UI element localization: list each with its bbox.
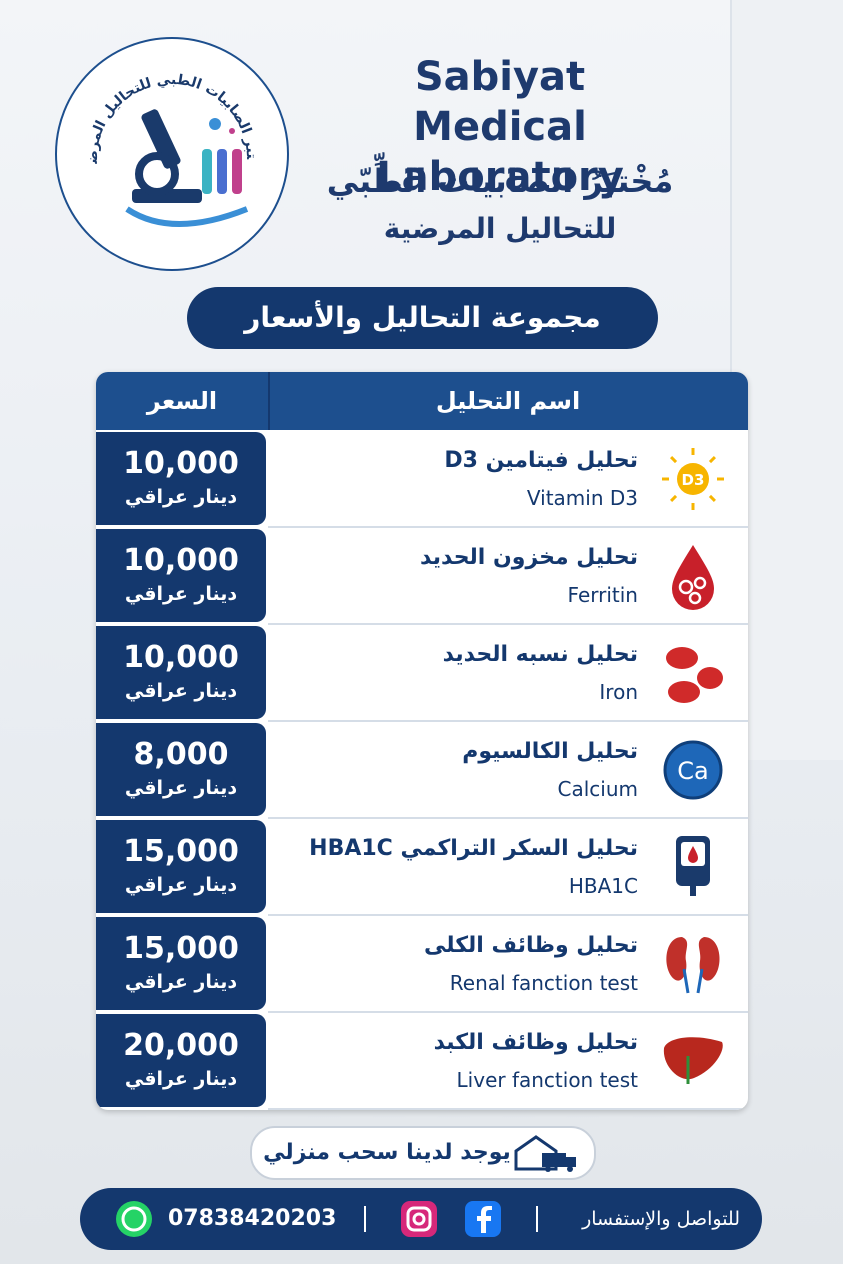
home-service-pill: يوجد لدينا سحب منزلي bbox=[250, 1126, 596, 1180]
test-icon bbox=[666, 937, 720, 994]
price: 8,000 bbox=[133, 737, 229, 772]
currency: دينار عراقي bbox=[124, 486, 238, 508]
price-cell bbox=[96, 820, 266, 913]
currency: دينار عراقي bbox=[124, 583, 238, 605]
test-name-en: HBA1C bbox=[568, 874, 638, 898]
currency: دينار عراقي bbox=[124, 1068, 238, 1090]
title-ar: مُخْتبَرُ الصابيات الطِّبّي bbox=[326, 162, 674, 200]
price: 10,000 bbox=[123, 446, 239, 481]
contact-label: للتواصل والإستفسار bbox=[582, 1208, 740, 1230]
test-name-en: Liver fanction test bbox=[456, 1068, 638, 1092]
header-row bbox=[96, 372, 748, 430]
price: 10,000 bbox=[123, 640, 239, 675]
phone: 07838420203 bbox=[168, 1206, 337, 1231]
price-cell bbox=[96, 529, 266, 622]
instagram-icon bbox=[401, 1201, 437, 1237]
test-name-en: Renal fanction test bbox=[449, 971, 638, 995]
price-cell bbox=[96, 626, 266, 719]
home-service: يوجد لدينا سحب منزلي bbox=[263, 1140, 511, 1165]
price-cell bbox=[96, 1014, 266, 1107]
test-icon: Ca bbox=[663, 740, 723, 800]
test-name-ar: تحليل مخزون الحديد bbox=[420, 545, 638, 570]
footer-bar: 07838420203 للتواصل والإستفسار bbox=[80, 1188, 762, 1250]
row-line bbox=[268, 720, 748, 722]
test-name-ar: تحليل فيتامين D3 bbox=[444, 448, 638, 473]
header-cell: اسم التحليل bbox=[435, 387, 581, 415]
test-name-en: Calcium bbox=[557, 777, 639, 801]
test-icon: D3 bbox=[662, 448, 724, 510]
icon-label: Ca bbox=[677, 757, 708, 785]
currency: دينار عراقي bbox=[124, 777, 238, 799]
logo: مختبر الصابيات الطبي للتحاليل المرضية bbox=[51, 27, 289, 271]
subtitle-ar: للتحاليل المرضية bbox=[383, 212, 617, 245]
price: 15,000 bbox=[123, 931, 239, 966]
price-cell bbox=[96, 432, 266, 525]
price-cell bbox=[96, 723, 266, 816]
test-name-en: Iron bbox=[599, 680, 638, 704]
test-name-ar: تحليل السكر التراكمي HBA1C bbox=[309, 836, 638, 861]
price-table: السعر اسم التحليل 10,000 دينار عراقي تحليل… bbox=[96, 372, 748, 1110]
icon-label: D3 bbox=[682, 471, 705, 489]
section-title: مجموعة التحاليل والأسعار bbox=[187, 287, 658, 349]
test-name-ar: تحليل الكالسيوم bbox=[462, 739, 638, 764]
title-en: Sabiyat Medical Laboratory bbox=[376, 54, 624, 200]
test-name-ar: تحليل نسبه الحديد bbox=[442, 642, 638, 667]
currency: دينار عراقي bbox=[124, 874, 238, 896]
house-truck-icon bbox=[514, 1135, 576, 1172]
test-icon bbox=[663, 1037, 723, 1084]
header-cell: السعر bbox=[96, 372, 270, 430]
test-icon bbox=[666, 647, 723, 703]
price: 10,000 bbox=[123, 543, 239, 578]
test-icon bbox=[672, 545, 714, 610]
row-line bbox=[268, 914, 748, 916]
row-line bbox=[268, 1011, 748, 1013]
test-name-ar: تحليل وظائف الكلى bbox=[424, 933, 638, 958]
test-name-en: Vitamin D3 bbox=[526, 486, 638, 510]
divider bbox=[536, 1206, 538, 1232]
facebook-icon bbox=[465, 1201, 501, 1237]
row-line bbox=[268, 526, 748, 528]
logo-art: مختبر الصابيات الطبي للتحاليل المرضية bbox=[51, 27, 259, 227]
row-line bbox=[268, 623, 748, 625]
row-line bbox=[268, 817, 748, 819]
price-cell bbox=[96, 917, 266, 1010]
test-name-ar: تحليل وظائف الكبد bbox=[433, 1030, 638, 1055]
currency: دينار عراقي bbox=[124, 971, 238, 993]
price: 15,000 bbox=[123, 834, 239, 869]
row-line bbox=[268, 1108, 748, 1110]
test-name-en: Ferritin bbox=[567, 583, 638, 607]
divider bbox=[364, 1206, 366, 1232]
test-icon bbox=[676, 836, 710, 896]
price: 20,000 bbox=[123, 1028, 239, 1063]
whatsapp-icon bbox=[116, 1201, 152, 1237]
currency: دينار عراقي bbox=[124, 680, 238, 702]
